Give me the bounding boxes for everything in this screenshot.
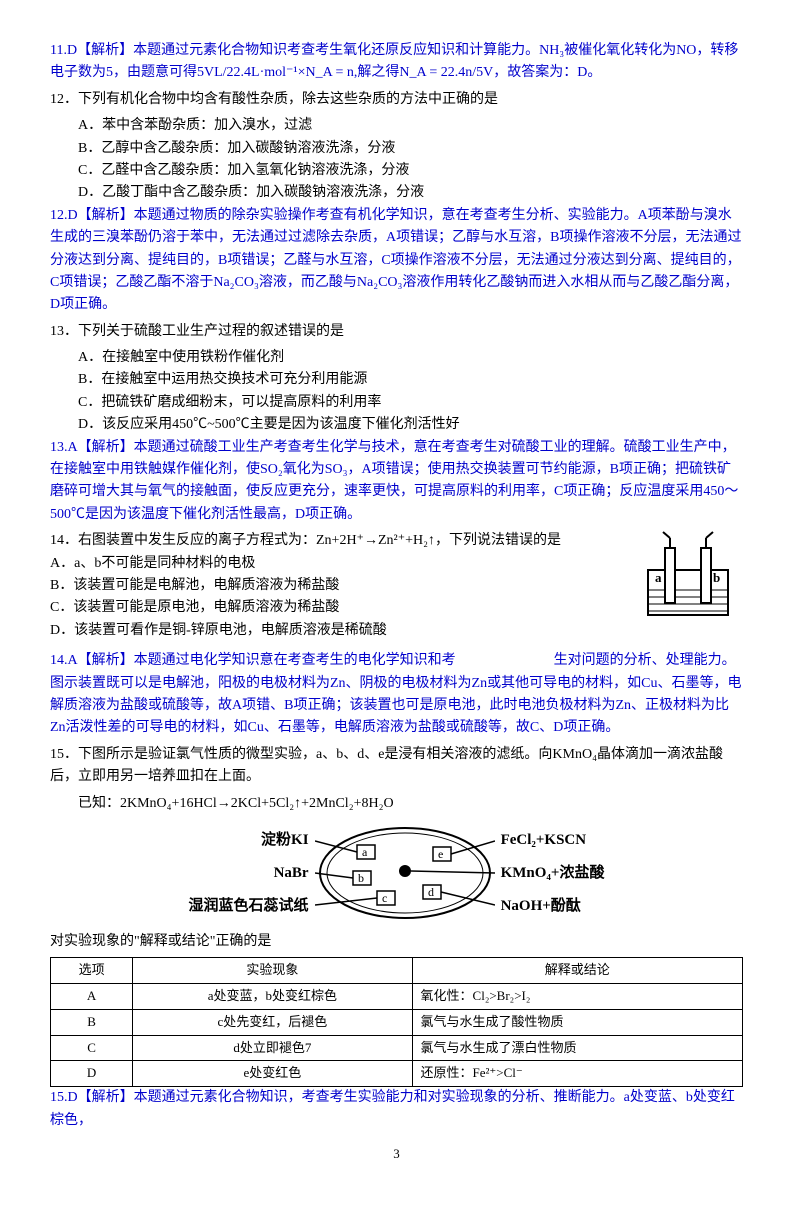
label-left-1: NaBr bbox=[189, 861, 309, 885]
q14-block: a b 14．右图装置中发生反应的离子方程式为：Zn+2H⁺→Zn²⁺+H₂↑，… bbox=[50, 530, 743, 642]
q12-analysis: 12.D【解析】本题通过物质的除杂实验操作考查有机化学知识，意在考查考生分析、实… bbox=[50, 205, 743, 317]
q13-opt-a: A．在接触室中使用铁粉作催化剂 bbox=[50, 347, 743, 369]
table-cell: 氯气与水生成了漂白性物质 bbox=[412, 1035, 742, 1061]
table-cell: 还原性：Fe²⁺>Cl⁻ bbox=[412, 1061, 742, 1087]
svg-text:b: b bbox=[358, 871, 364, 885]
svg-text:b: b bbox=[713, 570, 720, 585]
th-1: 实验现象 bbox=[133, 958, 412, 984]
table-cell: D bbox=[51, 1061, 133, 1087]
page-number: 3 bbox=[50, 1144, 743, 1165]
q12-stem: 12．下列有机化合物中均含有酸性杂质，除去这些杂质的方法中正确的是 bbox=[50, 89, 743, 111]
label-left-0: 淀粉KI bbox=[189, 828, 309, 852]
q15-stem: 15．下图所示是验证氯气性质的微型实验，a、b、d、e是浸有相关溶液的滤纸。向K… bbox=[50, 744, 743, 789]
petri-dish-figure: 淀粉KI NaBr 湿润蓝色石蕊试纸 a b c d e FeCl₂+KSCN … bbox=[50, 823, 743, 923]
table-cell: 氧化性：Cl₂>Br₂>I₂ bbox=[412, 984, 742, 1010]
q15-table-q: 对实验现象的"解释或结论"正确的是 bbox=[50, 931, 743, 953]
label-right-1: KMnO₄+浓盐酸 bbox=[501, 861, 605, 885]
q12-opt-c: C．乙醛中含乙酸杂质：加入氢氧化钠溶液洗涤，分液 bbox=[50, 160, 743, 182]
svg-text:a: a bbox=[655, 570, 662, 585]
q13-stem: 13．下列关于硫酸工业生产过程的叙述错误的是 bbox=[50, 321, 743, 343]
q14-analysis: 14.A【解析】本题通过电化学知识意在考查考生的电化学知识和考 生对问题的分析、… bbox=[50, 650, 743, 740]
svg-text:a: a bbox=[362, 845, 368, 859]
label-right-2: NaOH+酚酞 bbox=[501, 894, 605, 918]
table-cell: 氯气与水生成了酸性物质 bbox=[412, 1009, 742, 1035]
svg-text:c: c bbox=[382, 891, 387, 905]
q12-opt-a: A．苯中含苯酚杂质：加入溴水，过滤 bbox=[50, 115, 743, 137]
q12-opt-d: D．乙酸丁酯中含乙酸杂质：加入碳酸钠溶液洗涤，分液 bbox=[50, 182, 743, 204]
table-cell: A bbox=[51, 984, 133, 1010]
electrochemical-cell-icon: a b bbox=[633, 530, 743, 625]
th-2: 解释或结论 bbox=[412, 958, 742, 984]
table-cell: d处立即褪色7 bbox=[133, 1035, 412, 1061]
q15-table: 选项 实验现象 解释或结论 Aa处变蓝，b处变红棕色氧化性：Cl₂>Br₂>I₂… bbox=[50, 957, 743, 1087]
label-right-0: FeCl₂+KSCN bbox=[501, 828, 605, 852]
table-cell: a处变蓝，b处变红棕色 bbox=[133, 984, 412, 1010]
table-cell: B bbox=[51, 1009, 133, 1035]
petri-dish-icon: a b c d e bbox=[315, 823, 495, 923]
q11-analysis: 11.D【解析】本题通过元素化合物知识考查考生氧化还原反应知识和计算能力。NH₃… bbox=[50, 40, 743, 85]
svg-text:e: e bbox=[438, 847, 443, 861]
table-cell: e处变红色 bbox=[133, 1061, 412, 1087]
svg-text:d: d bbox=[428, 885, 434, 899]
q15-analysis: 15.D【解析】本题通过元素化合物知识，考查考生实验能力和对实验现象的分析、推断… bbox=[50, 1087, 743, 1132]
table-cell: C bbox=[51, 1035, 133, 1061]
th-0: 选项 bbox=[51, 958, 133, 984]
label-left-2: 湿润蓝色石蕊试纸 bbox=[189, 894, 309, 918]
q13-analysis: 13.A【解析】本题通过硫酸工业生产考查考生化学与技术，意在考查考生对硫酸工业的… bbox=[50, 437, 743, 527]
q13-opt-c: C．把硫铁矿磨成细粉末，可以提高原料的利用率 bbox=[50, 392, 743, 414]
q15-given: 已知：2KMnO₄+16HCl→2KCl+5Cl₂↑+2MnCl₂+8H₂O bbox=[50, 793, 743, 815]
q12-opt-b: B．乙醇中含乙酸杂质：加入碳酸钠溶液洗涤，分液 bbox=[50, 138, 743, 160]
q13-opt-b: B．在接触室中运用热交换技术可充分利用能源 bbox=[50, 369, 743, 391]
q13-opt-d: D．该反应采用450℃~500℃主要是因为该温度下催化剂活性好 bbox=[50, 414, 743, 436]
table-cell: c处先变红，后褪色 bbox=[133, 1009, 412, 1035]
